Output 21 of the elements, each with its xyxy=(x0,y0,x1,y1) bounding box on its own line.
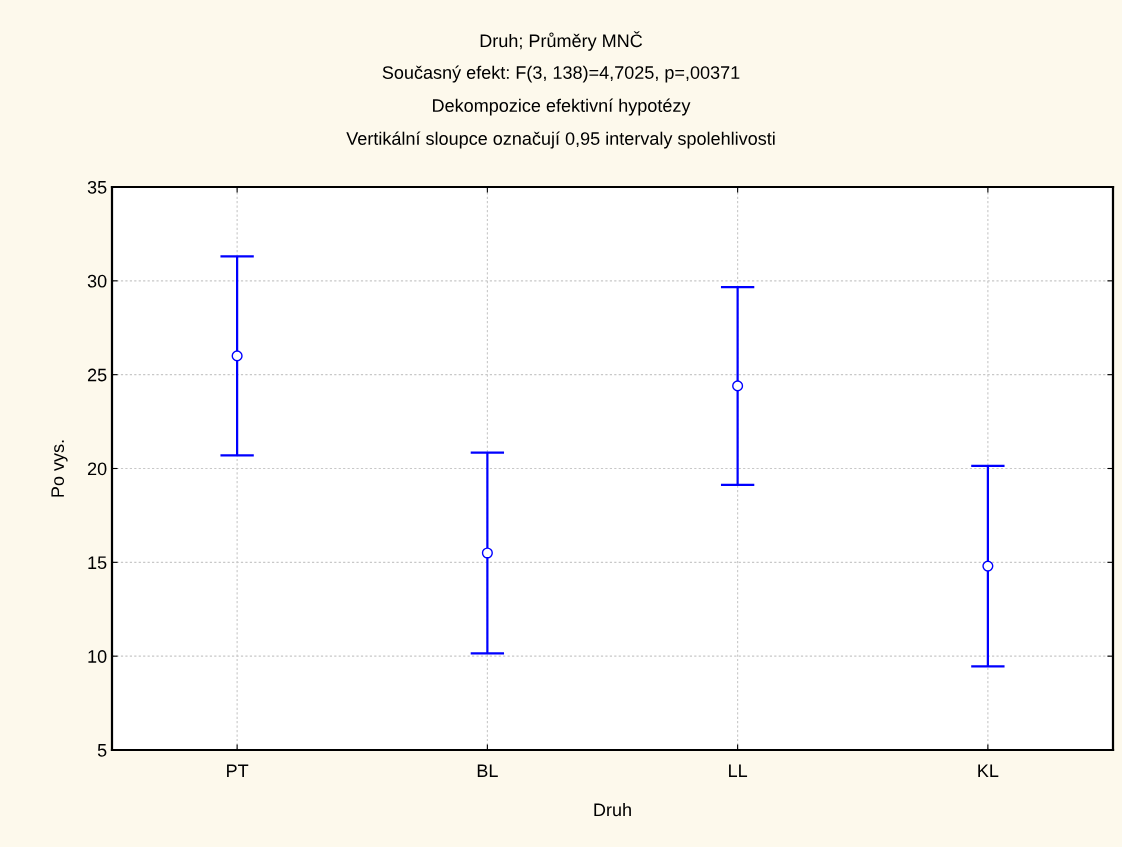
chart-subtitle: Současný efekt: F(3, 138)=4,7025, p=,00371 xyxy=(382,65,740,83)
y-tick-label: 10 xyxy=(88,650,107,663)
y-tick-label: 25 xyxy=(87,368,107,382)
y-tick-label: 35 xyxy=(87,180,107,194)
y-tick-label: 20 xyxy=(87,462,107,476)
y-tick-label: 15 xyxy=(88,556,107,570)
x-tick-label: BL xyxy=(477,764,498,777)
text: Dekompozice efektivní hypotézy xyxy=(433,98,691,116)
point xyxy=(982,560,994,572)
x-axis-title: Druh xyxy=(594,802,631,817)
point xyxy=(231,350,243,362)
point xyxy=(481,547,493,559)
chart-title: Druh; Průměry MNČ xyxy=(480,31,643,51)
x-tick-label: LL xyxy=(729,764,748,777)
x-tick-label: KL xyxy=(978,764,999,777)
y-tick-label: 5 xyxy=(97,744,107,757)
text: Vertikální sloupce označují 0,95 intervaly spolehlivosti xyxy=(346,131,775,149)
x-tick-label: PT xyxy=(227,764,249,777)
y-axis-title: Po vys. xyxy=(51,440,68,497)
y-tick-label: 30 xyxy=(87,274,107,288)
point xyxy=(732,380,744,392)
